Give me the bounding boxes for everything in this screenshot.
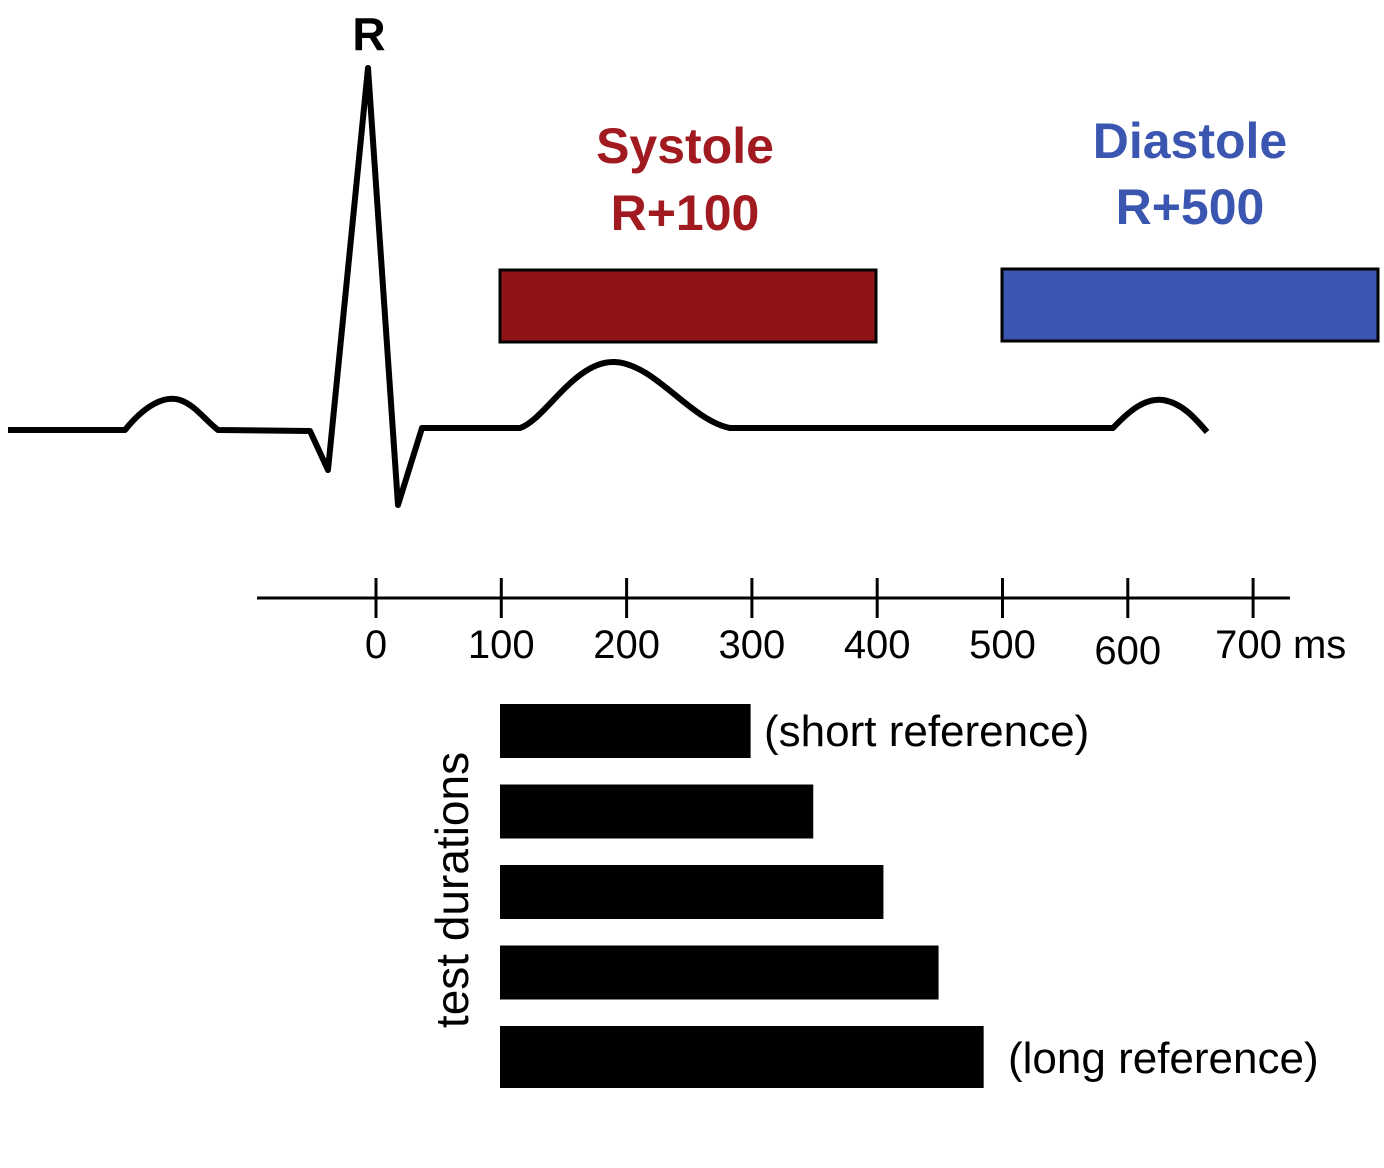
diastole-subtitle: R+500 bbox=[1116, 179, 1265, 235]
systole-subtitle: R+100 bbox=[611, 185, 760, 241]
axis-tick-label-700: 700 ms bbox=[1215, 623, 1346, 667]
duration-bar-5 bbox=[500, 1026, 984, 1088]
diastole-title: Diastole bbox=[1093, 113, 1288, 169]
axis-tick-label-300: 300 bbox=[719, 623, 786, 667]
duration-bar-3 bbox=[500, 865, 884, 919]
duration-bar-4 bbox=[500, 945, 939, 1000]
axis-tick-label-400: 400 bbox=[844, 623, 911, 667]
axis-tick-label-100: 100 bbox=[468, 623, 535, 667]
systole-window-bar bbox=[498, 268, 878, 344]
systole-title: Systole bbox=[596, 118, 774, 174]
diastole-window-bar bbox=[1000, 267, 1380, 343]
axis-tick-label-200: 200 bbox=[593, 623, 660, 667]
long-reference-label: (long reference) bbox=[1008, 1034, 1319, 1083]
axis-tick-label-0: 0 bbox=[365, 623, 387, 667]
time-axis-ticks: 0 100 200 300 400 500 600 700 ms bbox=[365, 578, 1346, 673]
ecg-trace bbox=[8, 65, 1210, 508]
axis-tick-label-500: 500 bbox=[969, 623, 1036, 667]
duration-bar-2 bbox=[500, 784, 814, 839]
r-peak-label: R bbox=[352, 8, 385, 60]
duration-bars bbox=[500, 704, 984, 1088]
axis-tick-label-600: 600 bbox=[1094, 629, 1161, 673]
duration-bar-1 bbox=[500, 704, 751, 758]
short-reference-label: (short reference) bbox=[764, 707, 1089, 756]
durations-axis-label: test durations bbox=[426, 752, 478, 1028]
